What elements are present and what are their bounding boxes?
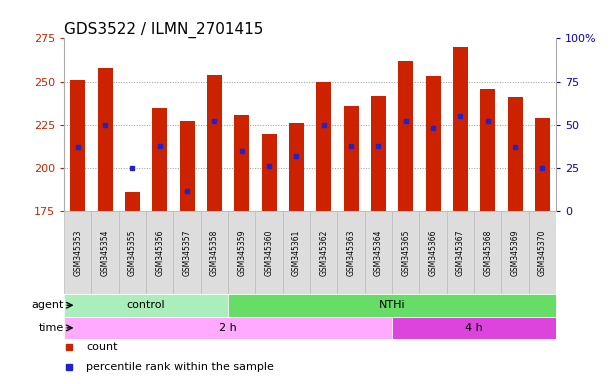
Text: GSM345356: GSM345356: [155, 230, 164, 276]
Bar: [228, 294, 556, 316]
Bar: [343, 106, 359, 212]
Text: GSM345368: GSM345368: [483, 230, 492, 276]
Bar: [289, 123, 304, 212]
Text: percentile rank within the sample: percentile rank within the sample: [86, 362, 274, 372]
Bar: [392, 316, 556, 339]
Bar: [119, 212, 146, 294]
Bar: [262, 134, 277, 212]
Bar: [283, 212, 310, 294]
Text: GSM345365: GSM345365: [401, 230, 410, 276]
Bar: [64, 294, 228, 316]
Bar: [419, 212, 447, 294]
Text: time: time: [39, 323, 64, 333]
Text: GSM345367: GSM345367: [456, 230, 465, 276]
Bar: [255, 212, 283, 294]
Text: count: count: [86, 343, 118, 353]
Bar: [502, 212, 529, 294]
Text: GSM345364: GSM345364: [374, 230, 383, 276]
Text: control: control: [127, 300, 166, 310]
Text: 2 h: 2 h: [219, 323, 237, 333]
Text: agent: agent: [32, 300, 64, 310]
Bar: [316, 82, 331, 212]
Bar: [92, 212, 119, 294]
Bar: [508, 97, 522, 212]
Bar: [201, 212, 228, 294]
Bar: [152, 108, 167, 212]
Text: GSM345369: GSM345369: [511, 230, 519, 276]
Bar: [529, 212, 556, 294]
Bar: [64, 316, 392, 339]
Bar: [174, 212, 201, 294]
Text: 4 h: 4 h: [465, 323, 483, 333]
Bar: [474, 212, 502, 294]
Bar: [398, 61, 413, 212]
Text: GSM345358: GSM345358: [210, 230, 219, 276]
Bar: [180, 121, 195, 212]
Bar: [146, 212, 174, 294]
Bar: [98, 68, 112, 212]
Text: GSM345370: GSM345370: [538, 230, 547, 276]
Bar: [125, 192, 140, 212]
Bar: [234, 114, 249, 212]
Bar: [64, 212, 92, 294]
Text: GSM345359: GSM345359: [237, 230, 246, 276]
Text: GSM345363: GSM345363: [346, 230, 356, 276]
Text: GDS3522 / ILMN_2701415: GDS3522 / ILMN_2701415: [64, 22, 263, 38]
Bar: [535, 118, 550, 212]
Bar: [392, 212, 419, 294]
Bar: [228, 212, 255, 294]
Text: GSM345357: GSM345357: [183, 230, 192, 276]
Bar: [207, 75, 222, 212]
Text: GSM345355: GSM345355: [128, 230, 137, 276]
Text: GSM345361: GSM345361: [292, 230, 301, 276]
Text: GSM345362: GSM345362: [319, 230, 328, 276]
Text: NTHi: NTHi: [379, 300, 405, 310]
Bar: [425, 76, 441, 212]
Text: GSM345360: GSM345360: [265, 230, 274, 276]
Bar: [371, 96, 386, 212]
Text: GSM345354: GSM345354: [101, 230, 109, 276]
Bar: [70, 80, 86, 212]
Text: GSM345366: GSM345366: [428, 230, 437, 276]
Text: GSM345353: GSM345353: [73, 230, 82, 276]
Bar: [365, 212, 392, 294]
Bar: [453, 47, 468, 212]
Bar: [480, 89, 495, 212]
Bar: [310, 212, 337, 294]
Bar: [447, 212, 474, 294]
Bar: [337, 212, 365, 294]
